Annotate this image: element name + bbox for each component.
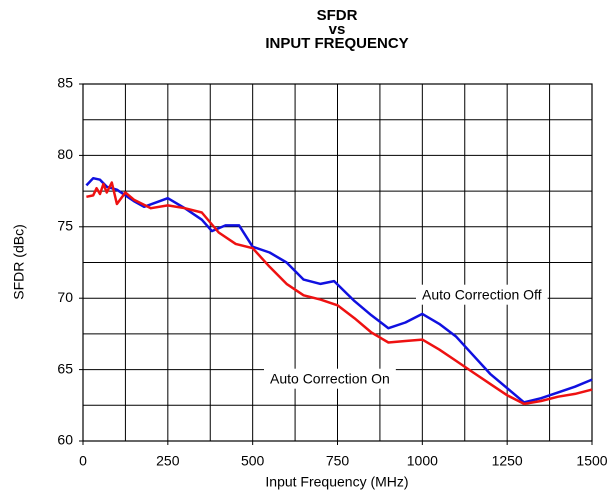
series-line [86, 181, 593, 406]
chart-title: vs [329, 21, 346, 38]
x-tick-label: 1500 [576, 453, 607, 469]
y-tick-label: 80 [57, 146, 73, 162]
label-background [416, 284, 548, 305]
x-tick-label: 750 [326, 453, 350, 469]
label-background [264, 368, 396, 389]
x-tick-label: 1250 [492, 453, 523, 469]
y-tick-label: 60 [57, 432, 73, 448]
chart-title: SFDR [317, 7, 358, 24]
x-axis-label: Input Frequency (MHz) [265, 474, 408, 490]
series-line [85, 176, 593, 404]
y-tick-label: 85 [57, 75, 73, 91]
y-axis-label: SFDR (dBc) [11, 224, 27, 299]
chart-title: INPUT FREQUENCY [265, 35, 408, 52]
y-tick-label: 65 [57, 360, 73, 376]
y-tick-label: 70 [57, 289, 73, 305]
legend-label: Auto Correction On [270, 371, 390, 387]
x-tick-label: 0 [79, 453, 87, 469]
x-tick-label: 500 [241, 453, 265, 469]
y-tick-label: 75 [57, 218, 73, 234]
legend-label: Auto Correction Off [422, 287, 542, 303]
x-tick-label: 1000 [407, 453, 438, 469]
x-tick-label: 250 [156, 453, 180, 469]
